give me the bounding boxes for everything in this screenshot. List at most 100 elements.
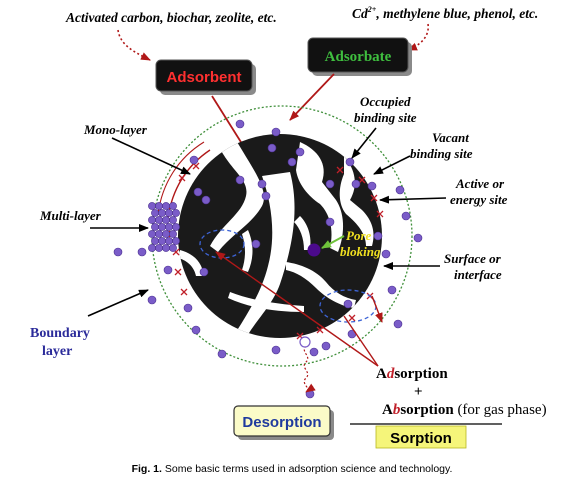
adsorbate-particle (183, 303, 193, 313)
adsorbate-particle (345, 157, 355, 167)
adsorbate-particle (287, 157, 297, 167)
multi-layer-particle (165, 237, 173, 245)
pore-channel (236, 172, 295, 338)
binding-site-x-mark (370, 194, 378, 202)
multi-layer-particle (151, 209, 159, 217)
multi-layer-particle (155, 230, 163, 238)
multi-layer-particle (169, 230, 177, 238)
multi-layer-particle (148, 244, 156, 252)
multi-layer-label: Multi-layer (39, 208, 102, 223)
absorption-label: Absorption (for gas phase) (382, 402, 547, 418)
multi-layer-particle (148, 216, 156, 224)
adsorbate-particle (113, 247, 123, 257)
adsorbate-particle (321, 341, 331, 351)
adsorbate-particle (267, 143, 277, 153)
adsorbate-particle (271, 127, 281, 137)
absorption-letter-a: A (382, 402, 393, 418)
multi-layer-particle (165, 209, 173, 217)
multi-layer-particle (162, 244, 170, 252)
adsorbate-particle (257, 179, 267, 189)
adsorbate-particle (201, 195, 211, 205)
binding-site-x-mark (376, 210, 384, 218)
adsorbate-particle (147, 295, 157, 305)
adsorbate-particle (373, 231, 383, 241)
occupied-site-label-line2: binding site (354, 110, 417, 125)
adsorbate-particle (393, 319, 403, 329)
active-site-label-line2: energy site (450, 192, 508, 207)
mono-layer-arrow (111, 137, 191, 175)
adsorbate-particle (309, 347, 319, 357)
adsorbate-particle (189, 155, 199, 165)
multi-layer-particle (162, 230, 170, 238)
adsorbate-arrow (289, 73, 335, 121)
binding-site-x-mark (180, 288, 188, 296)
multi-layer-particle (158, 237, 166, 245)
pore-channel (210, 140, 264, 252)
figure-caption: Fig. 1. Some basic terms used in adsorpt… (132, 463, 453, 475)
figure-caption-text: Some basic terms used in adsorption scie… (162, 463, 452, 475)
binding-site-x-mark (316, 326, 324, 334)
adsorbate-particle (271, 345, 281, 355)
multi-layer-particle (151, 237, 159, 245)
pore-channel (294, 216, 311, 250)
adsorbate-particle (367, 181, 377, 191)
multi-layer-particle (148, 202, 156, 210)
plus-sign: + (414, 384, 423, 400)
adsorbate-particle (199, 267, 209, 277)
binding-site-x-mark (174, 268, 182, 276)
pore-blocking-label-line2: bloking (340, 244, 381, 259)
adsorbent-label: Adsorbent (167, 69, 242, 86)
desorption-box: Desorption (233, 405, 334, 440)
adsorbate-label: Adsorbate (325, 49, 392, 65)
occupied-site-arrow (351, 127, 377, 159)
adsorbent-examples-connector (117, 29, 151, 61)
adsorbate-particle (395, 185, 405, 195)
desorbed-particle-ring (299, 336, 311, 348)
multi-layer-particle (162, 216, 170, 224)
adsorption-letter-d: d (387, 366, 395, 382)
pore-channel (286, 262, 356, 308)
multi-layer-particle (162, 202, 170, 210)
sorption-path-arrow (215, 251, 379, 367)
pore-blocking-label-line1: Pore (346, 228, 372, 243)
vacant-site-label-line1: Vacant (432, 130, 469, 145)
pore-channel (228, 292, 304, 312)
vacant-site-red-line (371, 295, 383, 323)
surface-path-arrow (343, 315, 379, 367)
adsorbate-particle (387, 285, 397, 295)
pore-blocking-dot (307, 243, 321, 257)
adsorbate-examples-label: Cd2+, methylene blue, phenol, etc. (352, 5, 538, 21)
multi-layer-particle (155, 244, 163, 252)
adsorbate-particle (413, 233, 423, 243)
multi-layer-particle (169, 244, 177, 252)
desorption-wave (303, 345, 316, 393)
sorption-label: Sorption (390, 430, 452, 447)
adsorbate-box: Adsorbate (307, 37, 412, 76)
adsorbate-particle (137, 247, 147, 257)
adsorbate-examples-charge: 2+ (367, 5, 377, 14)
adsorbate-particle (295, 147, 305, 157)
adsorbate-particle (381, 249, 391, 259)
adsorbate-particles (113, 119, 423, 399)
adsorbent-box: Adsorbent (155, 59, 256, 95)
adsorbate-examples-ion: Cd (352, 6, 368, 21)
vacant-site-arrow (373, 155, 411, 175)
multi-layer-particle (155, 202, 163, 210)
vacant-site-label-line2: binding site (410, 146, 473, 161)
adsorption-rest: sorption (394, 366, 448, 382)
adsorbate-particle (251, 239, 261, 249)
pore-channel (339, 156, 374, 246)
multi-layer-particle (169, 202, 177, 210)
sorption-box: Sorption (375, 425, 467, 449)
boundary-layer-label-line1: Boundary (30, 326, 90, 341)
multi-layer-particle (158, 223, 166, 231)
multi-layer-particle (148, 230, 156, 238)
multi-layer-particle (158, 209, 166, 217)
adsorbate-particle (343, 299, 353, 309)
binding-site-x-mark (348, 314, 356, 322)
adsorbate-particle (217, 349, 227, 359)
absorption-letter-b: b (393, 402, 401, 418)
adsorbate-particle (193, 187, 203, 197)
active-site-label-line1: Active or (455, 176, 505, 191)
